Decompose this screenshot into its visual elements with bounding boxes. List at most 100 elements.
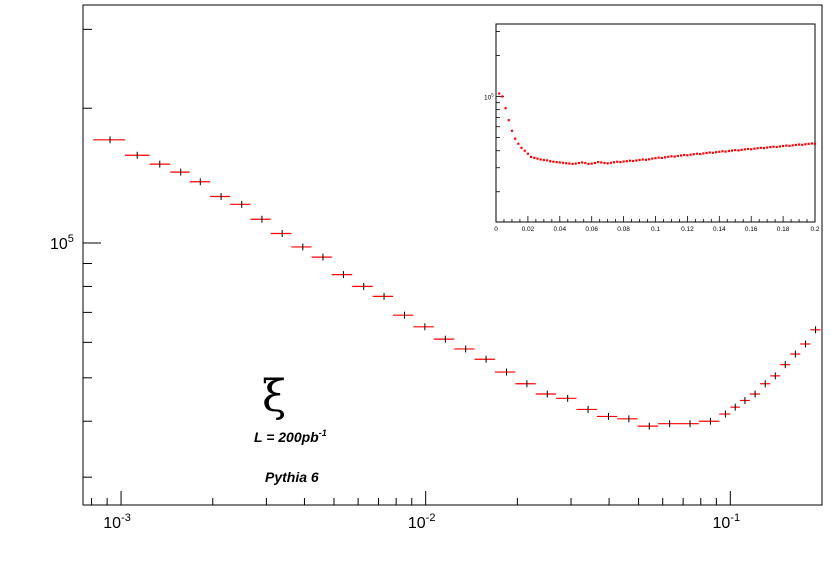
inset-x-tick-label: 0.06: [585, 226, 598, 233]
data-point: [698, 417, 720, 425]
main-x-tick-base: 10: [408, 515, 426, 532]
inset-data-point: [683, 153, 686, 157]
inset-y-tick-base: 10: [484, 94, 492, 101]
data-point: [637, 422, 659, 430]
inset-x-tick-label: 0.08: [617, 226, 630, 233]
inset-data-point: [782, 144, 785, 148]
inset-data-point: [549, 160, 552, 163]
data-point: [780, 361, 791, 369]
inset-x-tick-label: 0.14: [713, 226, 726, 233]
inset-data-point: [638, 158, 641, 162]
inset-x-tick-label: 0.02: [522, 226, 535, 233]
inset-data-point: [501, 95, 504, 98]
main-x-tick-base: 10: [103, 515, 121, 532]
inset-data-point: [517, 142, 520, 145]
data-point: [617, 415, 638, 423]
inset-data-point: [612, 161, 616, 164]
data-point: [770, 372, 781, 380]
main-x-axis: 10-3 10-2 10-1: [91, 491, 823, 532]
main-frame-border: [82, 4, 823, 506]
data-point: [189, 178, 211, 186]
inset-data-point: [625, 160, 628, 163]
inset-data-point: [797, 143, 801, 146]
inset-data-point: [743, 148, 746, 151]
main-x-tick-label: 10-2: [408, 512, 436, 532]
luminosity-text: L = 200pb: [254, 429, 319, 445]
inset-data-point: [785, 144, 788, 147]
inset-data-point: [552, 160, 555, 163]
data-point: [413, 323, 434, 331]
inset-data-point: [705, 151, 708, 155]
inset-data-point: [504, 107, 507, 110]
inset-data-point: [619, 161, 622, 164]
inset-data-point: [571, 162, 574, 166]
data-point: [93, 136, 125, 144]
data-point: [291, 243, 312, 251]
data-point: [515, 380, 536, 388]
luminosity-exponent: -1: [319, 428, 327, 438]
inset-data-point: [750, 148, 753, 151]
inset-data-point: [692, 153, 695, 156]
inset-data-point: [574, 162, 577, 165]
inset-data-point: [734, 149, 737, 152]
inset-data-point: [762, 147, 766, 150]
inset-data-point: [596, 161, 600, 164]
data-point: [658, 420, 679, 428]
inset-frame-border: [495, 23, 816, 223]
data-point: [311, 253, 332, 261]
main-x-tick-label: 10-1: [713, 512, 741, 532]
main-y-axis: 105: [50, 28, 101, 478]
inset-data-point: [721, 150, 724, 153]
inset-data-point: [533, 156, 536, 159]
inset-data-point: [730, 149, 734, 152]
inset-data-series: [498, 92, 817, 166]
inset-data-point: [670, 155, 673, 158]
inset-x-tick-label: 0: [494, 226, 498, 233]
inset-data-point: [660, 156, 663, 160]
inset-data-point: [667, 155, 670, 158]
data-point: [474, 355, 495, 363]
inset-data-point: [769, 146, 772, 149]
data-point: [719, 410, 731, 418]
inset-data-point: [695, 152, 699, 155]
inset-data-point: [753, 147, 756, 150]
data-point: [170, 168, 190, 176]
inset-data-point: [813, 142, 817, 145]
inset-x-tick-label: 0.12: [681, 226, 694, 233]
inset-data-point: [699, 152, 702, 156]
inset-data-point: [600, 161, 603, 164]
inset-data-point: [772, 145, 775, 148]
inset-data-point: [561, 161, 565, 164]
inset-data-point: [651, 157, 654, 160]
inset-data-point: [526, 152, 529, 155]
main-y-tick-label: 105: [50, 233, 74, 253]
inset-data-point: [565, 162, 568, 165]
data-point: [556, 394, 577, 402]
main-x-tick-label: 10-3: [103, 512, 131, 532]
inset-data-point: [529, 155, 533, 159]
inset-data-point: [628, 159, 632, 162]
data-point: [392, 311, 414, 319]
data-point: [210, 193, 231, 201]
data-point: [454, 345, 475, 353]
inset-data-point: [673, 155, 676, 158]
inset-data-point: [788, 144, 791, 147]
inset-data-point: [590, 162, 593, 165]
inset-data-point: [568, 162, 571, 165]
main-y-tick-base: 10: [50, 236, 68, 253]
inset-data-point: [510, 129, 514, 132]
inset-data-point: [804, 143, 807, 146]
inset-data-point: [759, 146, 762, 149]
data-point: [576, 405, 597, 413]
inset-y-tick-label: 105: [484, 92, 494, 101]
data-point: [494, 368, 516, 376]
inset-data-point: [603, 161, 606, 165]
inset-data-point: [724, 150, 727, 153]
main-x-tick-exponent: -3: [121, 512, 131, 524]
generator-label: Pythia 6: [265, 469, 319, 485]
inset-data-point: [801, 143, 804, 146]
inset-data-point: [635, 159, 638, 162]
inset-data-point: [587, 162, 590, 166]
inset-data-point: [718, 150, 721, 153]
data-point: [230, 200, 251, 208]
